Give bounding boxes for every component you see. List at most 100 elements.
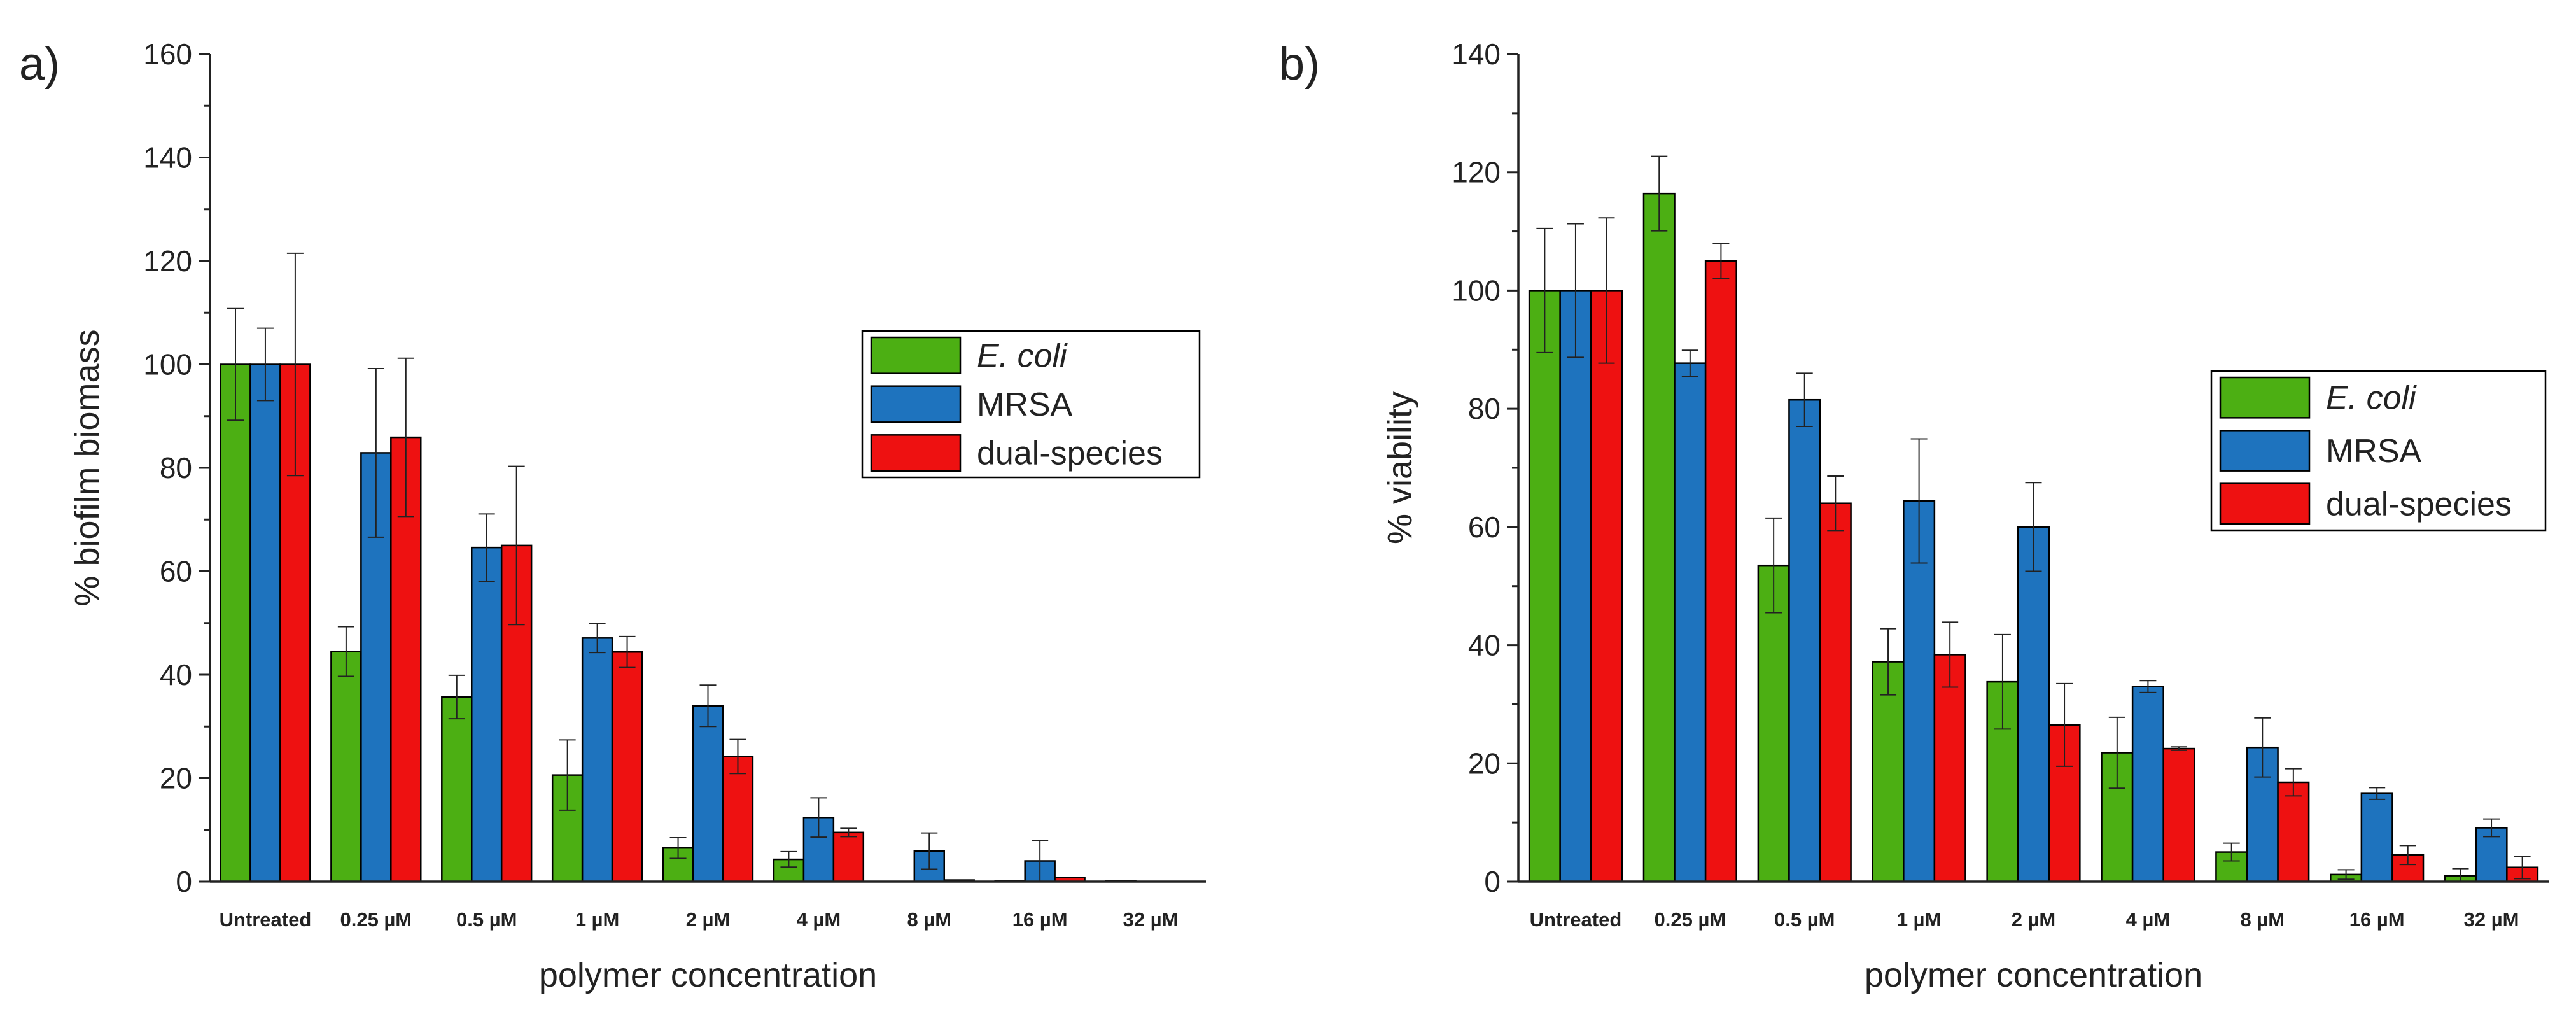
y-tick-label: 100	[1452, 274, 1501, 307]
legend: E. coli MRSA dual-species	[861, 330, 1201, 479]
bar-e-coli-0-5-um	[441, 696, 473, 883]
y-tick-label: 140	[143, 141, 192, 174]
y-tick-label: 120	[1452, 156, 1501, 189]
bar-mrsa-0-5-um	[470, 546, 503, 883]
error-bar-e-coli-8-um	[2223, 842, 2240, 862]
bar-e-coli-untreated	[220, 363, 251, 883]
x-tick-label: 4 µM	[2126, 908, 2171, 931]
bar-e-coli-0-25-um	[330, 651, 362, 883]
error-bar-e-coli-16-um	[2337, 869, 2355, 880]
error-bar-dual-species-0-25-um	[1712, 243, 1730, 279]
legend-label-dual-species: dual-species	[2326, 486, 2512, 523]
y-tick-label: 60	[1468, 510, 1501, 544]
bar-mrsa-0-25-um	[1674, 362, 1707, 883]
error-bar-e-coli-0-5-um	[1765, 517, 1782, 614]
error-bar-mrsa-1-um	[1910, 438, 1928, 564]
bar-mrsa-0-5-um	[1788, 398, 1821, 883]
legend-swatch-mrsa	[2219, 430, 2311, 472]
error-bar-mrsa-2-um	[699, 684, 717, 728]
error-bar-e-coli-0-25-um	[337, 626, 354, 677]
error-bar-e-coli-untreated	[1536, 227, 1553, 353]
y-tick-label: 0	[176, 865, 192, 898]
error-bar-dual-species-0-5-um	[1827, 475, 1844, 532]
legend-swatch-dual-species	[870, 434, 962, 472]
error-bar-e-coli-2-um	[1994, 633, 2011, 730]
legend-swatch-e-coli	[2219, 376, 2311, 419]
bar-dual-species-4-um	[2162, 747, 2195, 883]
error-bar-mrsa-0-5-um	[1796, 372, 1813, 427]
legend-label-e-coli: E. coli	[977, 337, 1068, 374]
error-bar-mrsa-16-um	[2369, 787, 2386, 800]
error-bar-mrsa-0-25-um	[1681, 349, 1698, 377]
error-bar-dual-species-untreated	[1598, 217, 1615, 364]
error-bar-dual-species-untreated	[286, 252, 304, 477]
legend-label-mrsa: MRSA	[2326, 433, 2422, 470]
error-bar-mrsa-2-um	[2025, 482, 2042, 572]
error-bar-dual-species-1-um	[619, 635, 636, 668]
x-tick-label: 1 µM	[575, 908, 620, 931]
y-tick-label: 140	[1452, 38, 1501, 71]
bar-e-coli-0-25-um	[1642, 192, 1676, 883]
bar-dual-species-0-25-um	[1704, 260, 1737, 883]
y-tick-label: 40	[1468, 629, 1501, 662]
error-bar-mrsa-0-25-um	[367, 368, 384, 538]
error-bar-e-coli-2-um	[669, 836, 687, 859]
x-tick-label: Untreated	[1530, 908, 1622, 931]
bar-dual-species-2-um	[722, 756, 754, 883]
bar-dual-species-1-um	[1933, 654, 1966, 883]
error-bar-mrsa-4-um	[810, 797, 827, 838]
error-bar-e-coli-4-um	[780, 850, 797, 868]
error-bar-dual-species-4-um	[2170, 746, 2187, 751]
legend-swatch-dual-species	[2219, 482, 2311, 525]
bar-mrsa-1-um	[581, 637, 613, 883]
legend-label-dual-species: dual-species	[977, 435, 1163, 472]
y-tick-label: 0	[1484, 865, 1501, 898]
error-bar-mrsa-0-5-um	[478, 513, 495, 582]
legend-label-mrsa: MRSA	[977, 386, 1073, 423]
error-bar-dual-species-1-um	[1942, 621, 1959, 688]
error-bar-e-coli-untreated	[227, 307, 244, 421]
panel-b-viability-chart: b) 0 20 40 60 80 100 120 140 Untreated 0.25 µM 0.5 …	[1279, 38, 2549, 994]
error-bar-dual-species-0-5-um	[508, 465, 525, 626]
legend-swatch-e-coli	[870, 336, 962, 374]
x-tick-label: 0.5 µM	[456, 908, 517, 931]
y-tick-label: 160	[143, 38, 192, 71]
error-bar-dual-species-4-um	[840, 827, 857, 838]
legend: E. coli MRSA dual-species	[2210, 370, 2547, 532]
y-axis-title: % viability	[1381, 391, 1419, 544]
error-bar-e-coli-1-um	[1880, 628, 1897, 696]
y-tick-label: 40	[160, 658, 192, 691]
panel-a-biofilm-biomass-chart: a) 0 20 40 60 80 100 120 140 160 Untreated 0.25 µM 0…	[19, 38, 1206, 994]
error-bar-mrsa-untreated	[1567, 223, 1584, 358]
error-bar-mrsa-8-um	[921, 832, 938, 870]
bar-mrsa-untreated	[249, 363, 281, 883]
x-tick-label: 1 µM	[1897, 908, 1942, 931]
x-tick-label: 2 µM	[686, 908, 731, 931]
error-bar-e-coli-0-25-um	[1651, 155, 1668, 232]
x-tick-label: 16 µM	[2349, 908, 2405, 931]
y-axis-title: % biofilm biomass	[68, 329, 106, 606]
bar-mrsa-16-um	[2360, 792, 2393, 883]
x-tick-label: 0.25 µM	[340, 908, 412, 931]
legend-swatch-mrsa	[870, 385, 962, 423]
bar-dual-species-untreated	[1590, 290, 1623, 883]
error-bar-mrsa-4-um	[2139, 680, 2157, 693]
x-tick-label: 4 µM	[797, 908, 841, 931]
error-bar-e-coli-1-um	[559, 739, 576, 811]
error-bar-dual-species-8-um	[2285, 768, 2302, 797]
x-tick-label: 0.5 µM	[1774, 908, 1835, 931]
bar-dual-species-4-um	[832, 831, 865, 883]
x-tick-label: 8 µM	[907, 908, 952, 931]
x-tick-label: 32 µM	[1123, 908, 1179, 931]
y-tick-label: 100	[143, 348, 192, 381]
bar-dual-species-1-um	[611, 651, 643, 883]
bar-dual-species-untreated	[279, 363, 311, 883]
error-bar-dual-species-32-um	[2514, 856, 2531, 880]
bar-mrsa-2-um	[2017, 526, 2050, 883]
x-tick-label: Untreated	[220, 908, 312, 931]
bar-dual-species-8-um	[2277, 781, 2310, 883]
panel-label: a)	[19, 39, 60, 90]
y-tick-label: 80	[160, 451, 192, 484]
error-bar-mrsa-untreated	[256, 327, 274, 402]
